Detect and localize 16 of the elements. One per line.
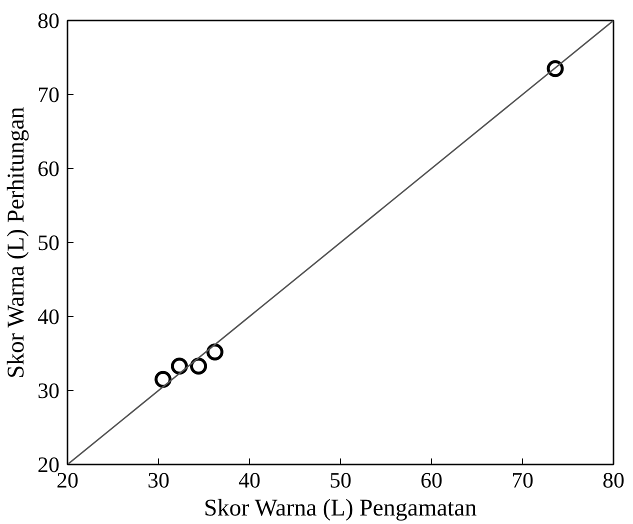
x-tick-label: 30 — [148, 468, 170, 492]
y-tick-label: 70 — [38, 82, 60, 107]
x-axis-title: Skor Warna (L) Pengamatan — [204, 496, 477, 522]
x-tick-label: 80 — [602, 468, 624, 492]
y-tick-label: 80 — [38, 8, 60, 33]
x-tick-label: 60 — [420, 468, 442, 492]
y-axis-title: Skor Warna (L) Perhitungan — [4, 106, 30, 378]
point — [546, 60, 564, 78]
y-tick-label: 40 — [38, 304, 60, 329]
x-tick-label: 50 — [330, 468, 352, 492]
y-tick-label: 20 — [38, 452, 60, 477]
x-tick-label: 70 — [512, 468, 534, 492]
y-tick-label: 50 — [38, 230, 60, 255]
x-tick-label: 40 — [238, 468, 260, 492]
y-tick-label: 30 — [38, 378, 60, 403]
y-tick-label: 60 — [38, 156, 60, 181]
